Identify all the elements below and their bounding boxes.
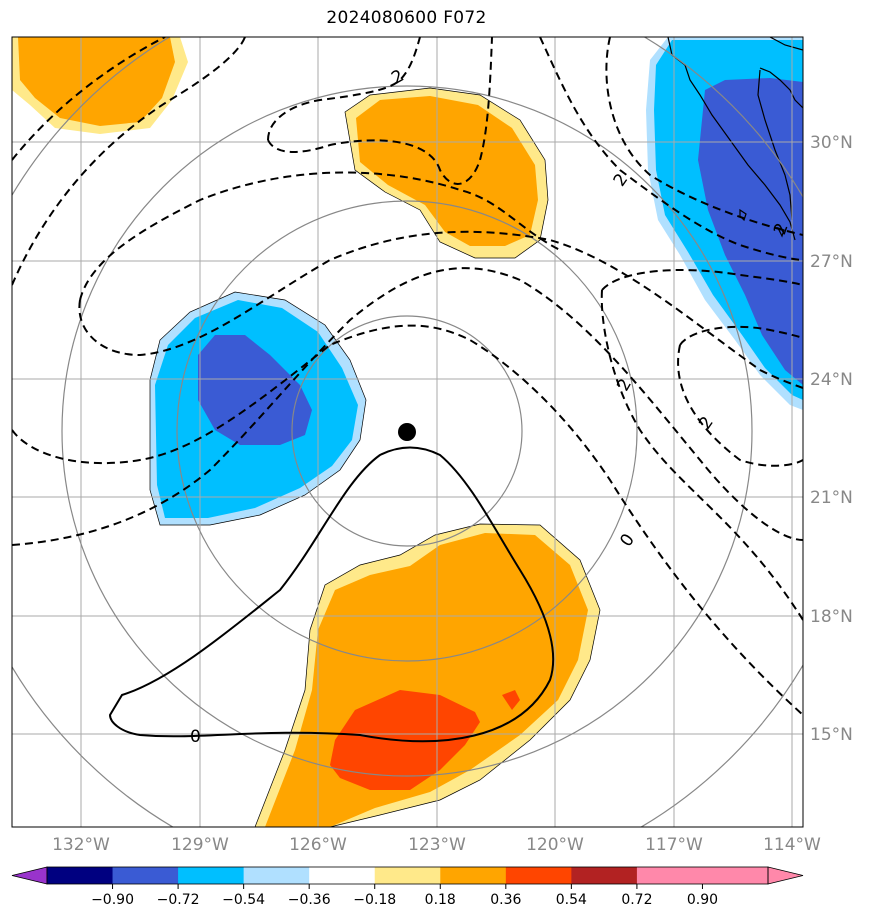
lat-label: 18°N bbox=[810, 607, 853, 627]
lat-label: 21°N bbox=[810, 488, 853, 508]
colorbar-segment bbox=[571, 867, 637, 884]
contour-label: 0 bbox=[616, 530, 639, 550]
contour-label: 0 bbox=[190, 727, 201, 747]
contour-label: 2 bbox=[695, 413, 718, 433]
colorbar-tick-label: 0.18 bbox=[425, 892, 456, 908]
colorbar-segment bbox=[702, 867, 768, 884]
colorbar-segment bbox=[309, 867, 375, 884]
lon-label: 126°W bbox=[289, 835, 347, 855]
lon-label: 114°W bbox=[763, 835, 821, 855]
lon-label: 129°W bbox=[171, 835, 229, 855]
lat-label: 24°N bbox=[810, 370, 853, 390]
colorbar-tick-label: 0.36 bbox=[490, 892, 521, 908]
lon-label: 123°W bbox=[408, 835, 466, 855]
latitude-labels: 30°N 27°N 24°N 21°N 18°N 15°N bbox=[810, 133, 853, 745]
colorbar-tick-label: −0.18 bbox=[353, 892, 396, 908]
lon-label: 132°W bbox=[52, 835, 110, 855]
lat-label: 30°N bbox=[810, 133, 853, 153]
colorbar-tick-label: −0.54 bbox=[222, 892, 265, 908]
colorbar-extend-high bbox=[768, 867, 803, 884]
colorbar-tick-label: −0.72 bbox=[157, 892, 200, 908]
colorbar-tick-label: 0.54 bbox=[556, 892, 587, 908]
colorbar-extend-low bbox=[12, 867, 47, 884]
colorbar-tick-label: 0.72 bbox=[621, 892, 652, 908]
contour-label: 2 bbox=[610, 170, 633, 190]
colorbar-segment bbox=[178, 867, 244, 884]
colorbar-segment bbox=[506, 867, 572, 884]
colorbar-tick-label: −0.36 bbox=[288, 892, 331, 908]
storm-center-marker bbox=[398, 423, 416, 441]
colorbar-segment bbox=[637, 867, 703, 884]
colorbar-segment bbox=[244, 867, 310, 884]
lat-label: 27°N bbox=[810, 252, 853, 272]
colorbar-segment bbox=[113, 867, 179, 884]
lon-label: 117°W bbox=[645, 835, 703, 855]
longitude-labels: 132°W 129°W 126°W 123°W 120°W 117°W 114°… bbox=[52, 835, 821, 855]
colorbar: −0.90 −0.72 −0.54 −0.36 −0.18 0.18 0.36 0.54 0.7… bbox=[12, 867, 803, 908]
colorbar-tick-label: 0.90 bbox=[687, 892, 718, 908]
colorbar-segment bbox=[440, 867, 506, 884]
map-area: 2 2 2 2 0 0 2 bbox=[0, 0, 867, 891]
colorbar-segment bbox=[375, 867, 441, 884]
colorbar-segment bbox=[47, 867, 113, 884]
lat-label: 15°N bbox=[810, 725, 853, 745]
colorbar-tick-label: −0.90 bbox=[91, 892, 134, 908]
map-figure: 2 2 2 2 0 0 2 132°W 129°W 126°W 123°W 12… bbox=[0, 0, 873, 924]
lon-label: 120°W bbox=[526, 835, 584, 855]
